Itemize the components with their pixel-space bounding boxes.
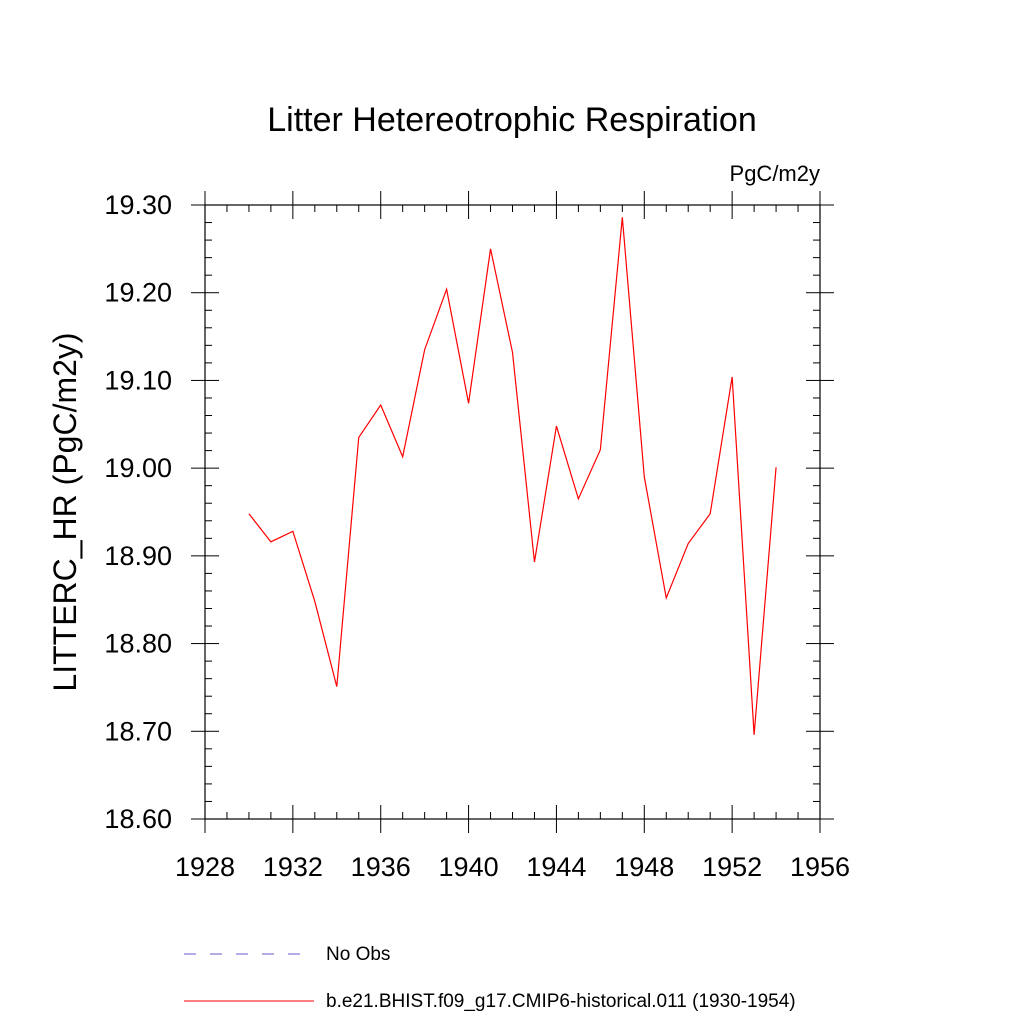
x-axis-tick-labels: 1928 1932 1936 1940 1944 1948 1952 1956 xyxy=(175,852,850,882)
legend: No Obs b.e21.BHIST.f09_g17.CMIP6-histori… xyxy=(184,944,796,1012)
y-tick-label: 18.80 xyxy=(104,629,172,659)
x-tick-label: 1936 xyxy=(351,852,411,882)
x-tick-label: 1948 xyxy=(614,852,674,882)
x-tick-label: 1928 xyxy=(175,852,235,882)
x-tick-label: 1952 xyxy=(702,852,762,882)
y-tick-label: 18.60 xyxy=(104,804,172,834)
x-tick-label: 1932 xyxy=(263,852,323,882)
y-tick-label: 18.70 xyxy=(104,716,172,746)
y-tick-label: 19.10 xyxy=(104,365,172,395)
y-axis-label: LITTERC_HR (PgC/m2y) xyxy=(47,332,83,691)
y-tick-label: 18.90 xyxy=(104,541,172,571)
legend-label-historical: b.e21.BHIST.f09_g17.CMIP6-historical.011… xyxy=(326,991,796,1012)
y-axis-tick-labels: 18.60 18.70 18.80 18.90 19.00 19.10 19.20 19.30 xyxy=(104,190,172,834)
legend-label-no-obs: No Obs xyxy=(326,944,390,965)
x-axis-ticks xyxy=(204,191,821,833)
plot-frame xyxy=(204,204,821,820)
series-line xyxy=(248,217,777,735)
series-layer xyxy=(248,217,777,735)
x-tick-label: 1956 xyxy=(790,852,850,882)
chart-title: Litter Hetereotrophic Respiration xyxy=(267,101,756,139)
y-tick-label: 19.00 xyxy=(104,453,172,483)
units-label: PgC/m2y xyxy=(730,161,820,186)
y-tick-label: 19.30 xyxy=(104,190,172,220)
y-tick-label: 19.20 xyxy=(104,278,172,308)
x-tick-label: 1944 xyxy=(526,852,586,882)
x-tick-label: 1940 xyxy=(439,852,499,882)
y-axis-ticks xyxy=(191,204,834,820)
